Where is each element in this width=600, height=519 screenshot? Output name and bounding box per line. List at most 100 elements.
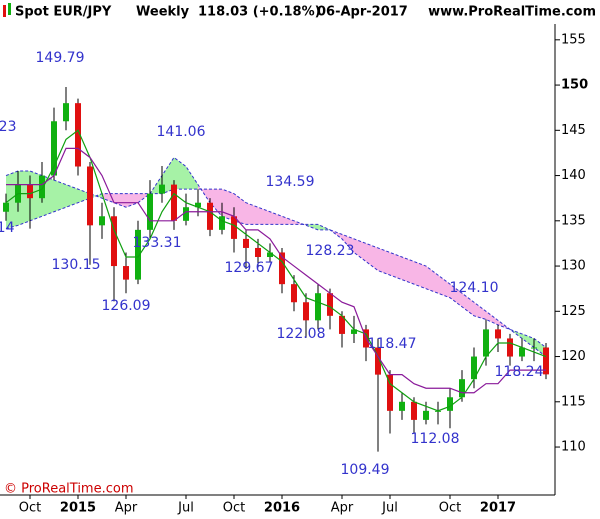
candle-body bbox=[231, 216, 237, 239]
price-annotation: 141.23 bbox=[0, 119, 17, 135]
indicator-line bbox=[5, 129, 547, 412]
chart-title: Spot EUR/JPY bbox=[15, 5, 112, 20]
y-tick-label: 150 bbox=[561, 78, 588, 93]
logo bbox=[3, 3, 11, 17]
price-annotation: 112.08 bbox=[411, 431, 460, 447]
candle-body bbox=[399, 401, 405, 411]
candle-body bbox=[495, 329, 501, 339]
candle-body bbox=[507, 338, 513, 357]
candle-body bbox=[471, 356, 477, 380]
x-tick-label: Apr bbox=[115, 501, 138, 516]
candle-body bbox=[351, 329, 357, 334]
y-tick-label: 140 bbox=[561, 168, 586, 183]
cloud-segment bbox=[390, 252, 402, 280]
header bbox=[0, 0, 600, 24]
candle-body bbox=[183, 207, 189, 221]
cloud-segment bbox=[246, 202, 258, 225]
candle-body bbox=[531, 347, 537, 349]
x-tick-label: 2015 bbox=[60, 501, 96, 516]
indicator-line bbox=[6, 147, 546, 394]
candle-body bbox=[387, 374, 393, 411]
cloud-segment bbox=[78, 189, 90, 203]
price-annotation: 141.06 bbox=[157, 124, 206, 140]
cloud-segment bbox=[54, 180, 66, 212]
candle-body bbox=[459, 379, 465, 398]
x-tick-label: Jul bbox=[381, 501, 398, 516]
cloud-segment bbox=[378, 247, 390, 276]
candle-body bbox=[135, 229, 141, 280]
y-tick-label: 155 bbox=[561, 32, 586, 47]
candle-body bbox=[255, 247, 261, 258]
x-tick-label: Jul bbox=[177, 501, 194, 516]
x-tick-label: Oct bbox=[223, 501, 245, 516]
price-annotation: 134.59 bbox=[266, 174, 315, 190]
cloud-segment bbox=[402, 257, 414, 285]
cloud-segment bbox=[450, 284, 462, 307]
candle-body bbox=[267, 252, 273, 258]
cloud-edge bbox=[5, 188, 547, 357]
price-annotation: 134.14 bbox=[0, 220, 15, 236]
candle-body bbox=[111, 216, 117, 267]
cloud-segment bbox=[174, 157, 186, 190]
cloud-segment bbox=[438, 275, 450, 298]
candle-body bbox=[543, 347, 549, 375]
candle-body bbox=[75, 103, 81, 167]
cloud-segment bbox=[186, 166, 198, 190]
period: Weekly bbox=[136, 5, 190, 20]
candle-body bbox=[123, 266, 129, 280]
x-tick-label: 2017 bbox=[480, 501, 516, 516]
cloud-segment bbox=[486, 311, 498, 325]
cloud-segment bbox=[522, 333, 534, 348]
x-tick-label: Oct bbox=[19, 501, 41, 516]
cloud-segment bbox=[474, 302, 486, 320]
cloud-segment bbox=[270, 211, 282, 225]
cloud-segment bbox=[414, 261, 426, 289]
x-tick-label: 2016 bbox=[264, 501, 300, 516]
price-annotation: 109.49 bbox=[341, 462, 390, 478]
price-annotation: 129.67 bbox=[225, 260, 274, 276]
cloud-segment bbox=[462, 293, 474, 316]
y-tick-label: 120 bbox=[561, 349, 586, 364]
price-annotation: 126.09 bbox=[102, 298, 151, 314]
cloud-segment bbox=[210, 189, 222, 217]
candle-body bbox=[219, 216, 225, 230]
cloud-segment bbox=[426, 266, 438, 294]
footer: © ProRealTime.com bbox=[4, 482, 134, 497]
candle-body bbox=[27, 184, 33, 199]
candle-body bbox=[327, 293, 333, 316]
source: www.ProRealTime.com bbox=[428, 5, 596, 20]
y-tick-label: 125 bbox=[561, 304, 586, 319]
candle-body bbox=[243, 238, 249, 248]
cloud-segment bbox=[66, 184, 78, 208]
y-tick-label: 130 bbox=[561, 259, 586, 274]
price-annotation: 128.23 bbox=[306, 243, 355, 259]
date: 06-Apr-2017 bbox=[317, 5, 408, 20]
candle-body bbox=[291, 284, 297, 303]
y-tick-label: 110 bbox=[561, 440, 586, 455]
cloud-segment bbox=[258, 207, 270, 225]
price-annotation: 118.24 bbox=[495, 364, 544, 380]
candle-body bbox=[207, 202, 213, 230]
candle-body bbox=[39, 175, 45, 199]
cloud-segment bbox=[138, 193, 150, 203]
candle-body bbox=[195, 202, 201, 208]
candle-body bbox=[483, 329, 489, 357]
cloud-segment bbox=[498, 320, 510, 330]
candle-body bbox=[99, 216, 105, 226]
candle-body bbox=[279, 252, 285, 285]
y-tick-label: 135 bbox=[561, 213, 586, 228]
candle-body bbox=[3, 202, 9, 212]
last-price: 118.03 (+0.18%) bbox=[198, 5, 321, 20]
candle-body bbox=[303, 302, 309, 321]
candle-body bbox=[411, 401, 417, 420]
price-annotation: 118.47 bbox=[368, 336, 417, 352]
cloud-segment bbox=[282, 216, 294, 225]
candle-body bbox=[423, 410, 429, 420]
y-tick-label: 115 bbox=[561, 394, 586, 409]
cloud-segment bbox=[342, 234, 354, 253]
candle-body bbox=[171, 184, 177, 221]
x-tick-label: Apr bbox=[331, 501, 354, 516]
candle-body bbox=[315, 293, 321, 321]
